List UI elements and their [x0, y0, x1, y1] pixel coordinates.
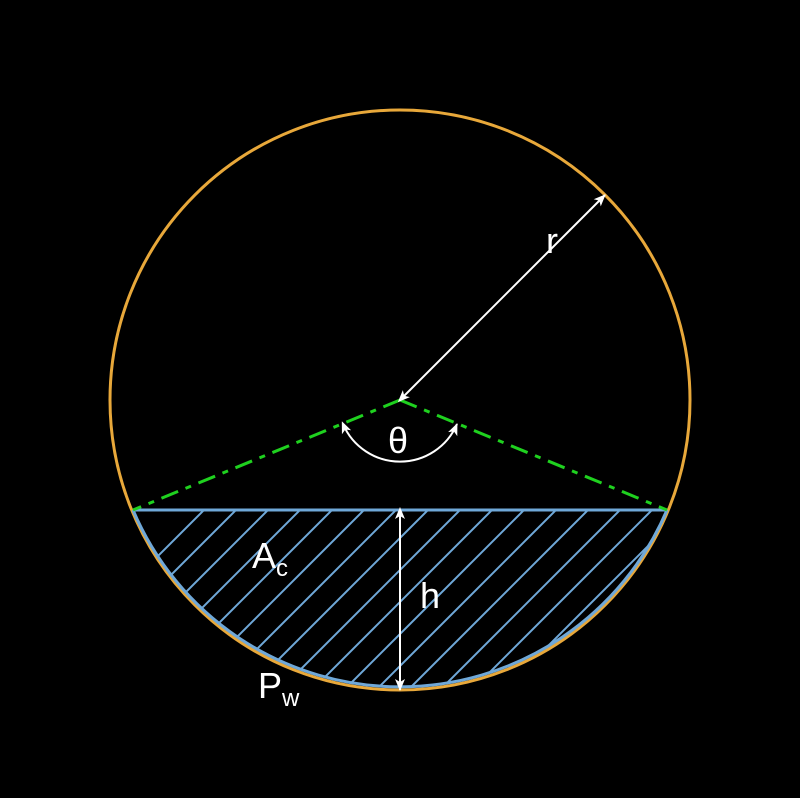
radius-right-dashed	[400, 400, 667, 510]
label-theta: θ	[388, 420, 408, 462]
label-h: h	[420, 575, 440, 617]
label-ac-sub: c	[276, 555, 288, 582]
label-ac: Ac	[252, 535, 288, 583]
radius-left-dashed	[133, 400, 400, 510]
label-r: r	[546, 220, 558, 262]
label-pw-main: P	[258, 665, 282, 706]
radius-arrow	[400, 195, 605, 400]
label-pw-sub: w	[282, 685, 299, 712]
label-ac-main: A	[252, 535, 276, 576]
diagram-svg	[0, 0, 800, 798]
label-pw: Pw	[258, 665, 299, 713]
